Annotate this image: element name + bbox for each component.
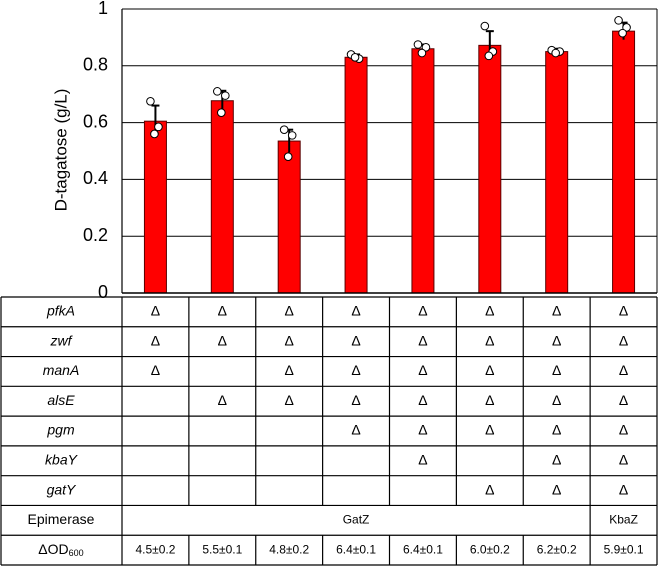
table-cell: Δ [485, 481, 494, 497]
table-cell: Δ [485, 422, 494, 438]
od-subscript: 600 [69, 548, 84, 558]
bar [545, 51, 569, 294]
y-tick-label: 1 [98, 0, 108, 18]
y-tick-label: 0 [98, 282, 108, 302]
table-cell: Δ [218, 332, 227, 348]
data-point [480, 21, 490, 31]
data-point [283, 152, 293, 161]
table-cell: Δ [552, 481, 561, 497]
table-cell: Δ [552, 392, 561, 408]
data-point [146, 97, 155, 106]
table-cell: Δ [552, 422, 561, 438]
data-point [614, 16, 623, 25]
table-cell: Δ [619, 422, 628, 438]
row-label: ΔOD600 [38, 541, 83, 559]
bar [344, 56, 368, 294]
table-cell: Δ [552, 303, 561, 319]
table-cell: KbaZ [609, 513, 638, 527]
bar [277, 140, 301, 294]
table-cell: 6.0±0.2 [470, 542, 510, 556]
table-cell: Δ [485, 332, 494, 348]
table-cell: Δ [418, 362, 427, 378]
row-label: kbaY [45, 451, 79, 467]
table-cell: Δ [351, 303, 360, 319]
bar [478, 44, 502, 294]
row-label: Epimerase [28, 511, 95, 527]
table-cell: 6.4±0.1 [403, 542, 443, 556]
table-cell: Δ [151, 362, 160, 378]
table-cell: Δ [351, 422, 360, 438]
table-cell: Δ [285, 332, 294, 348]
y-axis-label: D-tagatose (g/L) [51, 89, 70, 212]
table-cell: Δ [285, 362, 294, 378]
table-cell: Δ [418, 392, 427, 408]
table-cell: 6.2±0.2 [537, 542, 577, 556]
data-point [421, 43, 431, 52]
table-cell: Δ [418, 451, 427, 467]
table-cell: Δ [218, 392, 227, 408]
row-label: zwf [50, 332, 74, 348]
row-label: pgm [46, 422, 75, 438]
data-point [213, 87, 222, 96]
table-cell: Δ [485, 303, 494, 319]
y-tick-label: 0.4 [83, 168, 108, 188]
table-cell: Δ [552, 451, 561, 467]
bar [612, 30, 636, 294]
data-point [551, 48, 560, 58]
table-cell: Δ [285, 303, 294, 319]
table-cell: 4.5±0.2 [135, 542, 175, 556]
table-cell: Δ [351, 392, 360, 408]
data-point [217, 108, 226, 117]
table-cell: Δ [418, 332, 427, 348]
data-point [484, 51, 494, 61]
table-cell: Δ [218, 303, 227, 319]
table-cell: Δ [351, 362, 360, 378]
data-point [221, 91, 230, 100]
table-cell: Δ [151, 303, 160, 319]
table-cell: 5.5±0.1 [202, 542, 242, 556]
data-point [154, 122, 163, 132]
table-cell: Δ [285, 392, 294, 408]
bar [411, 48, 435, 294]
y-tick-label: 0.8 [83, 55, 108, 75]
data-point [618, 28, 627, 38]
data-point [287, 131, 297, 140]
row-label: alsE [47, 392, 75, 408]
table-cell: Δ [485, 362, 494, 378]
table-cell: Δ [485, 392, 494, 408]
table-cell: Δ [619, 332, 628, 348]
table-cell: Δ [552, 362, 561, 378]
row-label: pfkA [46, 303, 75, 319]
table-cell: Δ [418, 422, 427, 438]
table-cell: Δ [619, 392, 628, 408]
data-point [350, 52, 360, 62]
table-cell: GatZ [343, 513, 370, 527]
table-cell: 4.8±0.2 [269, 542, 309, 556]
row-label: gatY [47, 481, 77, 497]
row-label: manA [43, 362, 80, 378]
bar [210, 100, 234, 294]
y-tick-label: 0.6 [83, 111, 108, 131]
table-cell: Δ [552, 332, 561, 348]
table-cell: 6.4±0.1 [336, 542, 376, 556]
od-label: ΔOD [38, 541, 68, 557]
data-point [150, 129, 159, 139]
table-cell: Δ [418, 303, 427, 319]
table-cell: Δ [619, 303, 628, 319]
data-point [279, 125, 289, 134]
table-cell: Δ [151, 332, 160, 348]
data-point [622, 23, 631, 32]
table-cell: Δ [619, 481, 628, 497]
data-point [417, 48, 427, 58]
y-tick-label: 0.2 [83, 225, 108, 245]
table-cell: Δ [619, 362, 628, 378]
table-cell: 5.9±0.1 [604, 542, 644, 556]
table-cell: Δ [351, 332, 360, 348]
table-cell: Δ [619, 451, 628, 467]
bar [143, 120, 167, 294]
data-point [413, 40, 423, 49]
